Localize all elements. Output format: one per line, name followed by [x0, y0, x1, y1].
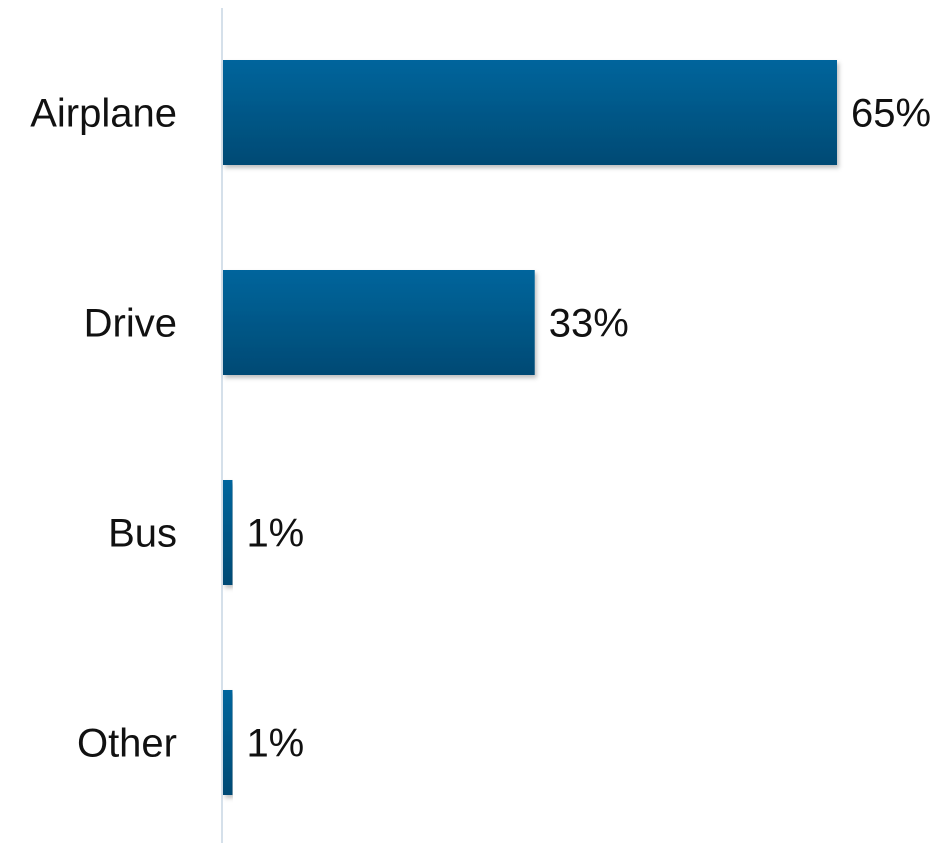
- bar-airplane: [223, 60, 837, 165]
- bar-other: [223, 690, 233, 795]
- value-label-other: 1%: [246, 722, 304, 766]
- category-label-airplane: Airplane: [30, 92, 177, 136]
- category-label-drive: Drive: [84, 302, 177, 346]
- value-label-drive: 33%: [549, 302, 629, 346]
- bars-layer: [223, 60, 837, 795]
- labels-layer: Airplane 65% Drive 33% Bus 1% Other 1%: [30, 92, 931, 766]
- category-label-bus: Bus: [108, 512, 177, 556]
- category-label-other: Other: [77, 722, 177, 766]
- bar-bus: [223, 480, 233, 585]
- value-label-airplane: 65%: [851, 92, 931, 136]
- bar-drive: [223, 270, 535, 375]
- value-label-bus: 1%: [246, 512, 304, 556]
